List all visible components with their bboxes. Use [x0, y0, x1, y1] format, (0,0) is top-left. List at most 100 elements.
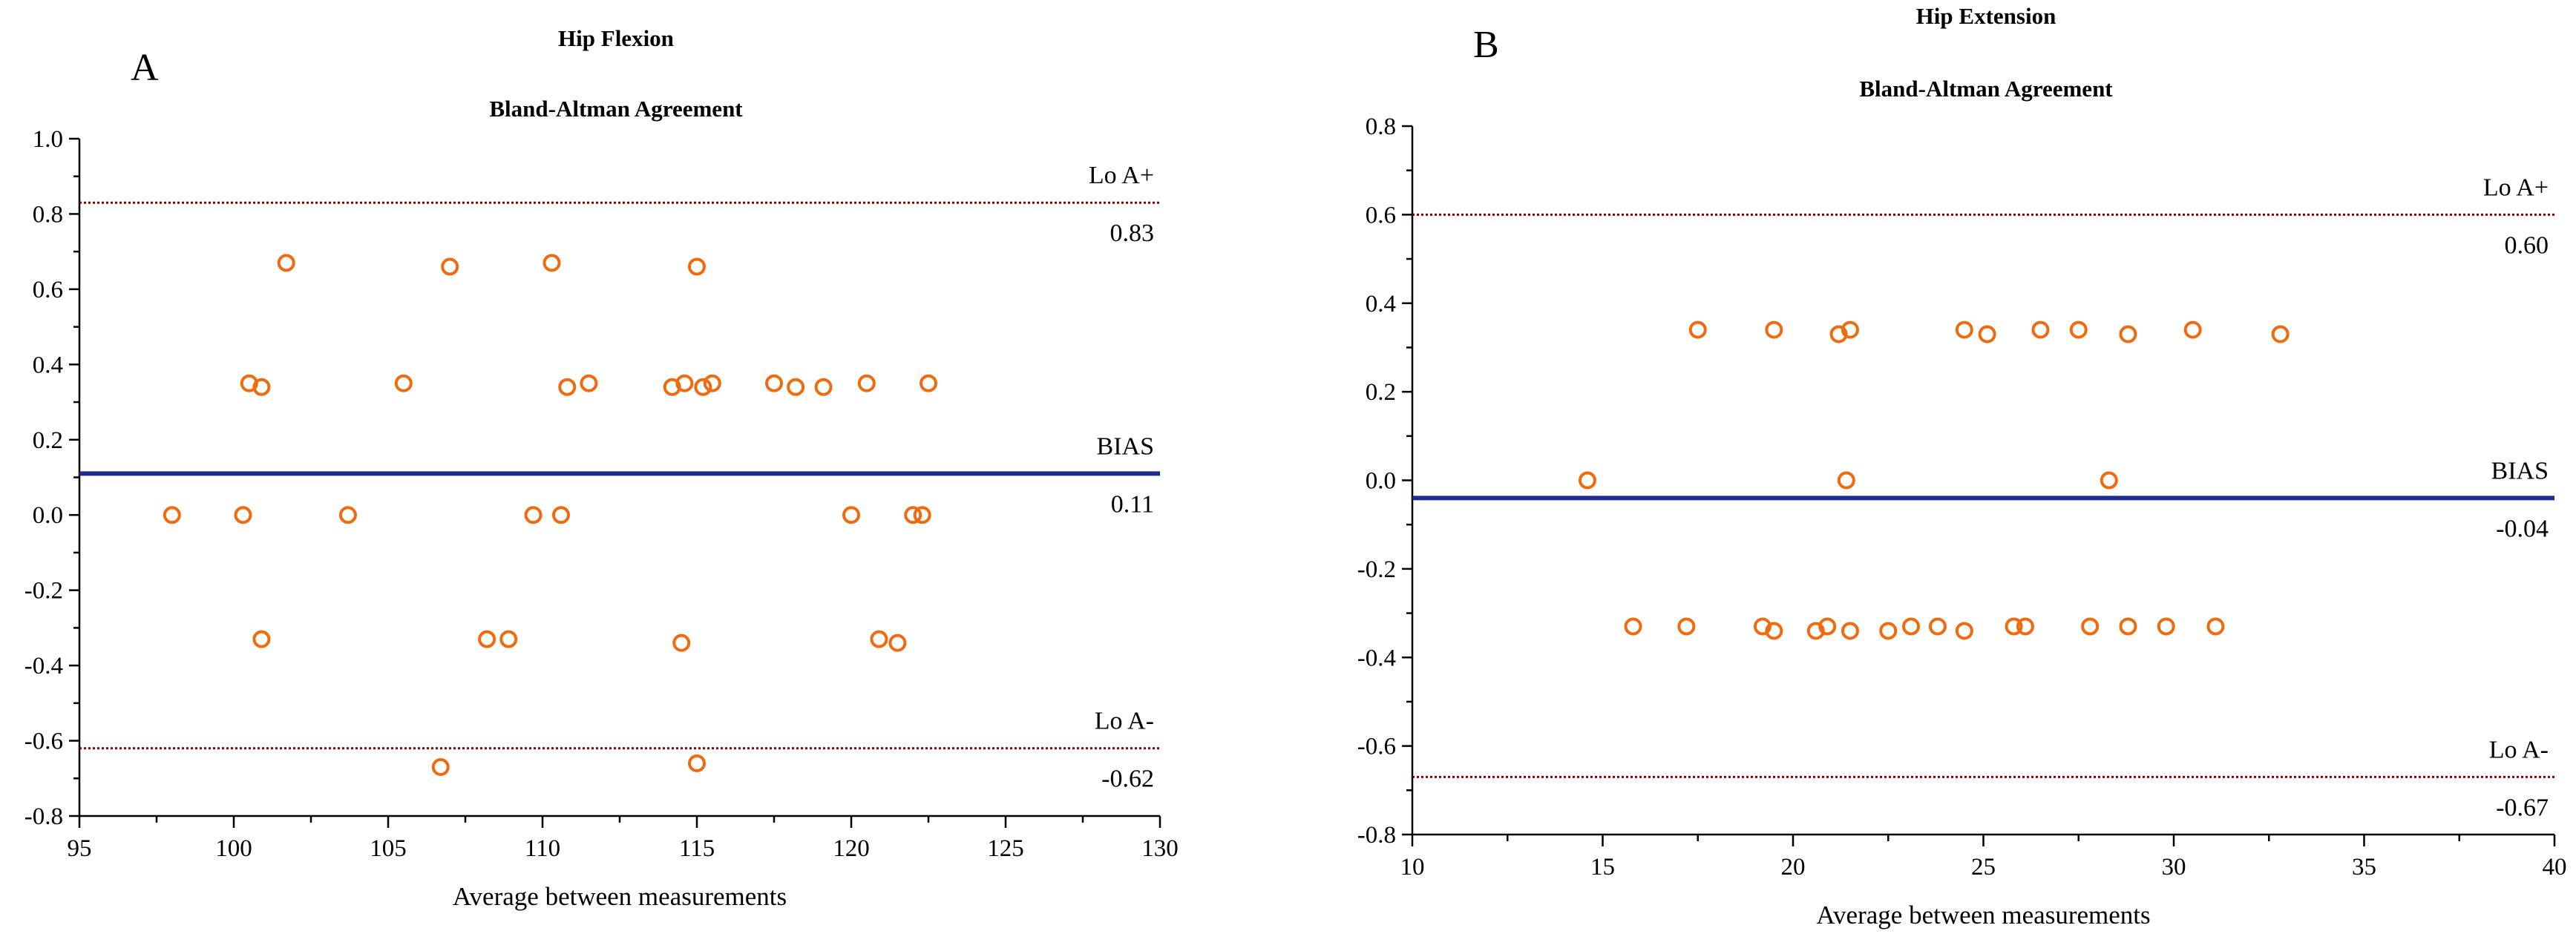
- data-point: [694, 378, 712, 396]
- data-point: [1841, 622, 1859, 640]
- data-point: [394, 374, 413, 392]
- y-tick-label: 0.4: [1366, 291, 1396, 317]
- bias-name: BIAS: [2491, 457, 2549, 484]
- bias-value: 0.11: [1111, 490, 1154, 518]
- x-axis-title: Average between measurements: [1816, 901, 2150, 929]
- upper-limit-value: 0.83: [1110, 220, 1155, 247]
- y-tick-label: -0.6: [24, 728, 63, 755]
- y-axis-ticks: -0.8 -0.6 -0.4 -0.2 0.0 0.2 0.4 0.6 0.8 1.0: [24, 126, 79, 830]
- upper-limit-name: Lo A+: [2483, 174, 2549, 201]
- x-tick-label: 120: [833, 835, 870, 862]
- data-point: [431, 758, 450, 777]
- data-point: [842, 506, 860, 524]
- y-tick-label: 1.0: [33, 126, 63, 153]
- panel-letter: A: [131, 47, 159, 89]
- y-tick-label: 0.2: [33, 427, 63, 454]
- upper-limit-name: Lo A+: [1089, 162, 1154, 189]
- data-point: [1624, 617, 1642, 636]
- panel-b: B Hip Extension Bland-Altman Agreement -…: [1357, 3, 2567, 929]
- data-point: [558, 378, 577, 396]
- x-tick-label: 15: [1590, 854, 1615, 881]
- bias-value: -0.04: [2496, 515, 2549, 542]
- data-point: [857, 374, 876, 392]
- data-point: [1879, 622, 1898, 640]
- data-point: [688, 257, 706, 276]
- x-tick-label: 95: [68, 835, 92, 862]
- data-point: [904, 506, 922, 524]
- x-tick-label: 115: [679, 835, 715, 862]
- data-point: [2206, 617, 2225, 636]
- x-axis-ticks: 95 100 105 110 115 120 125 130: [68, 816, 1179, 862]
- data-point: [688, 754, 706, 772]
- data-point: [163, 506, 181, 524]
- x-tick-label: 130: [1141, 835, 1179, 862]
- y-tick-label: -0.4: [1357, 645, 1396, 671]
- data-point: [920, 374, 937, 392]
- data-point: [672, 634, 691, 652]
- data-point: [870, 630, 888, 648]
- data-point: [1841, 320, 1859, 339]
- chart-title: Hip Flexion: [558, 25, 674, 51]
- y-tick-label: 0.6: [33, 277, 63, 303]
- data-point: [814, 378, 833, 396]
- x-tick-label: 25: [1971, 854, 1996, 881]
- upper-limit-value: 0.60: [2505, 231, 2549, 259]
- chart-title: Hip Extension: [1916, 3, 2056, 29]
- lower-limit-name: Lo A-: [1095, 708, 1154, 735]
- y-tick-label: 0.8: [33, 201, 63, 228]
- data-point: [580, 374, 598, 392]
- x-axis-ticks: 10 15 20 25 30 35 40: [1400, 835, 2567, 881]
- y-axis-ticks: -0.8 -0.6 -0.4 -0.2 0.0 0.2 0.4 0.6 0.8: [1357, 113, 1412, 849]
- x-axis-title: Average between measurements: [453, 882, 787, 911]
- data-point: [252, 378, 271, 396]
- panel-a: A Hip Flexion Bland-Altman Agreement -0.…: [24, 25, 1179, 911]
- x-tick-label: 30: [2162, 854, 2186, 881]
- data-point: [1765, 320, 1783, 339]
- data-point: [1818, 617, 1837, 636]
- data-point: [1578, 471, 1596, 490]
- panel-letter: B: [1473, 24, 1499, 66]
- data-point: [1955, 320, 1973, 339]
- data-point: [787, 378, 805, 396]
- y-tick-label: -0.2: [1357, 556, 1396, 583]
- y-tick-label: 0.0: [1366, 468, 1396, 495]
- data-point: [252, 630, 271, 648]
- y-tick-label: -0.2: [24, 578, 63, 605]
- data-point: [888, 634, 907, 652]
- y-tick-label: 0.2: [1366, 379, 1396, 406]
- data-point: [1978, 325, 1996, 343]
- data-point: [1688, 320, 1707, 339]
- y-tick-label: 0.8: [1366, 113, 1396, 140]
- data-point: [2016, 617, 2034, 636]
- data-point: [2183, 320, 2202, 339]
- x-tick-label: 125: [987, 835, 1024, 862]
- lower-limit-value: -0.67: [2496, 794, 2549, 821]
- data-point: [703, 374, 721, 392]
- lower-limit-name: Lo A-: [2489, 736, 2549, 763]
- data-point: [551, 506, 570, 524]
- data-points: [163, 254, 937, 777]
- data-point: [1765, 622, 1783, 640]
- x-tick-label: 35: [2352, 854, 2376, 881]
- x-tick-label: 10: [1400, 854, 1425, 881]
- data-point: [913, 506, 931, 524]
- data-point: [2081, 617, 2100, 636]
- data-point: [2031, 320, 2050, 339]
- data-point: [2069, 320, 2088, 339]
- data-points: [1578, 320, 2290, 640]
- chart-subtitle: Bland-Altman Agreement: [489, 96, 743, 122]
- data-point: [2005, 617, 2023, 636]
- data-point: [1955, 622, 1973, 640]
- data-point: [1677, 617, 1696, 636]
- x-tick-label: 110: [525, 835, 560, 862]
- data-point: [441, 257, 459, 276]
- data-point: [277, 254, 295, 272]
- data-point: [2100, 471, 2118, 490]
- data-point: [499, 630, 518, 648]
- data-point: [2119, 325, 2137, 343]
- data-point: [478, 630, 496, 648]
- data-point: [675, 374, 694, 392]
- bias-name: BIAS: [1097, 432, 1154, 460]
- data-point: [1837, 471, 1855, 490]
